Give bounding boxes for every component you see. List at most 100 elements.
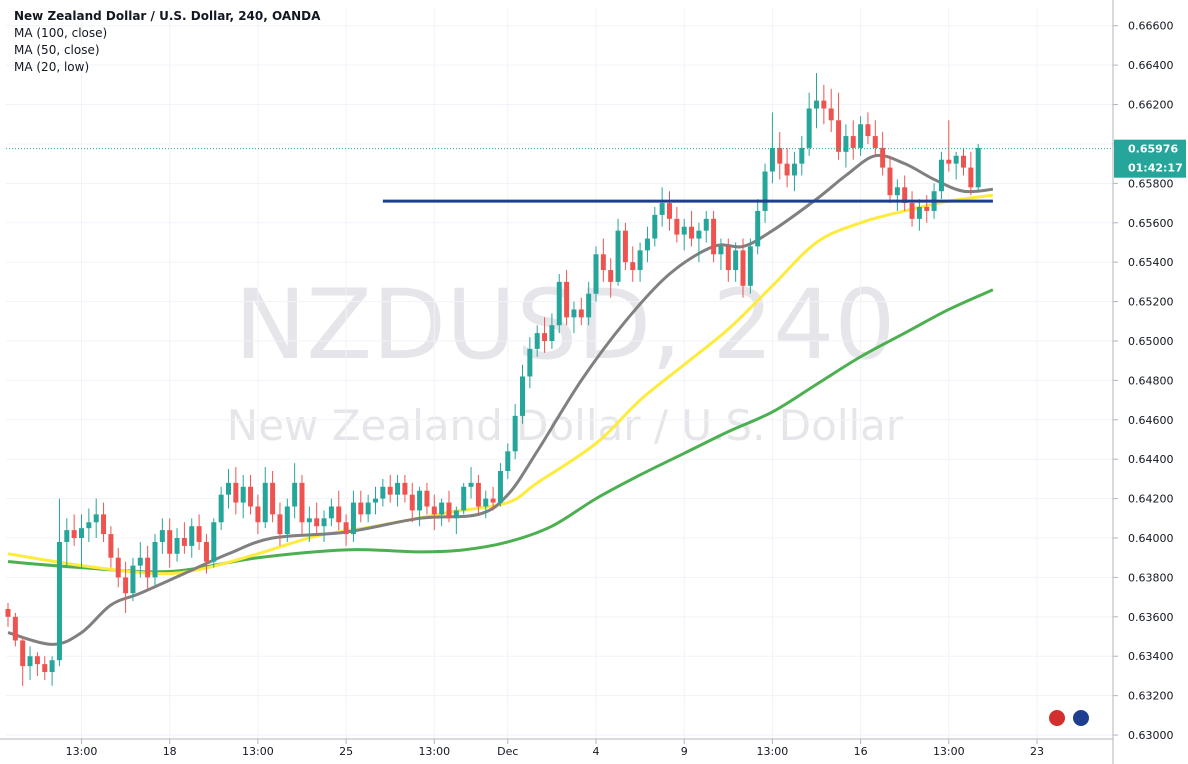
candle [630,246,636,282]
candle-body [343,522,349,535]
flag-icons[interactable] [1047,708,1091,728]
candle [505,443,511,479]
candle [755,199,761,255]
candle [865,112,871,144]
candle [814,73,819,129]
candle [277,502,283,546]
candle-body [336,506,342,523]
candle-body [622,230,628,263]
candle [262,467,268,529]
candle [152,534,158,586]
candle [681,218,687,251]
candle-body [571,309,577,318]
candle-body [806,108,812,148]
legend-ma100: MA (100, close) [14,26,108,40]
candle-body [475,482,481,507]
candle-body [321,518,327,527]
candle [79,514,84,568]
candle-body [858,124,864,148]
x-tick-label: 13:00 [242,745,274,758]
candle [380,478,386,507]
candle-body [865,124,871,137]
candle-body [174,538,180,554]
candle-body [924,207,930,211]
candle-body [439,502,445,515]
candle-body [358,502,364,515]
candle [571,301,577,334]
nz-flag-icon[interactable] [1071,708,1091,728]
x-tick-label: 9 [681,745,688,758]
candle [652,207,658,247]
candle [586,281,592,326]
candle [12,612,18,647]
candle [108,526,114,568]
legend-ma50: MA (50, close) [14,43,100,57]
candle [696,222,702,263]
candle-body [255,506,261,523]
candle [71,514,77,546]
candle [174,528,180,562]
candle [593,246,599,302]
candle-body [872,136,878,148]
x-tick-label: 13:00 [933,745,965,758]
ma-line [7,153,994,646]
candle-body [637,250,643,271]
candle [64,518,70,568]
candle-body [167,530,173,554]
candle [968,151,974,196]
candle [836,92,842,160]
candle-body [975,147,981,188]
candle [894,179,900,211]
candle [542,317,548,353]
candle-body [350,502,356,535]
candle-body [527,348,533,377]
candle-body [740,250,746,286]
y-tick-label: 0.64400 [1128,453,1174,466]
candle-body [108,534,114,558]
y-tick-label: 0.63400 [1128,650,1174,663]
candle [255,494,261,535]
candle [417,486,423,527]
candlesticks [5,73,981,686]
candle [644,226,650,263]
candle [93,498,99,539]
candle-body [608,270,614,282]
y-tick-label: 0.63600 [1128,611,1174,624]
candle-body [101,514,107,535]
candle [512,404,518,460]
candle-body [505,451,511,472]
candle-body [409,494,415,511]
candle-body [711,218,717,255]
y-tick-label: 0.63200 [1128,690,1174,703]
candle [196,514,202,550]
legend-ma20: MA (20, low) [14,60,90,74]
candle-body [703,218,709,231]
x-tick-label: 16 [854,745,868,758]
candle [56,498,62,667]
candle-body [667,203,672,219]
candle [189,518,195,558]
candle-body [769,147,775,172]
candle-body [961,155,966,168]
us-flag-icon[interactable] [1047,708,1067,728]
candle [490,486,496,511]
candle-body [894,187,900,196]
candle-body [968,167,974,188]
candle [578,297,584,326]
candle-body [284,506,290,535]
candle-body [725,246,731,271]
candle [461,482,467,515]
candle [806,92,812,156]
candle [483,490,489,519]
candle [858,116,864,156]
candle [211,518,217,568]
candle-body [417,490,423,511]
candle [961,147,966,176]
candle [218,486,224,531]
candle [468,467,474,499]
candle-body [821,100,827,109]
candle-body [791,163,797,176]
legend-title: New Zealand Dollar / U.S. Dollar, 240, O… [14,9,321,23]
